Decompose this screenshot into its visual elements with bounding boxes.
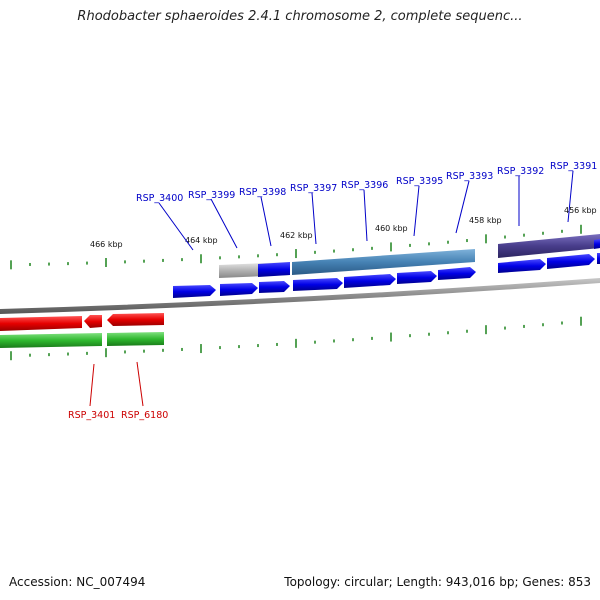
forward-feature-track (219, 234, 600, 278)
cds-arrow-reverse[interactable] (0, 316, 82, 331)
cds-arrow[interactable] (397, 271, 437, 284)
feature-bar-green[interactable] (0, 333, 102, 348)
scale-ticks-upper (10, 224, 582, 270)
gene-label-rsp-3399[interactable]: RSP_3399 (188, 190, 235, 201)
cds-rsp-3391-bar[interactable] (594, 239, 600, 249)
gene-label-rsp-3395[interactable]: RSP_3395 (396, 176, 443, 187)
cds-arrow[interactable] (293, 278, 343, 291)
cds-arrow[interactable] (498, 259, 546, 273)
reverse-gene-labels: RSP_3401 RSP_6180 (68, 410, 168, 421)
gene-label-rsp-3391[interactable]: RSP_3391 (550, 161, 597, 172)
map-title: Rhodobacter sphaeroides 2.4.1 chromosome… (77, 9, 523, 24)
reverse-cds-arrows (0, 313, 164, 331)
cds-arrow[interactable] (547, 254, 595, 269)
gene-label-rsp-3397[interactable]: RSP_3397 (290, 183, 337, 194)
accession-text: Accession: NC_007494 (9, 575, 146, 589)
forward-label-leaders (158, 170, 574, 251)
sequence-backbone (0, 278, 600, 314)
forward-gene-labels: RSP_3400 RSP_3399 RSP_3398 RSP_3397 RSP_… (136, 161, 597, 204)
scale-label-462: 462 kbp (280, 231, 313, 240)
forward-cds-arrows (173, 253, 600, 298)
gene-label-rsp-6180[interactable]: RSP_6180 (121, 410, 168, 421)
feature-bar-green[interactable] (107, 332, 164, 346)
cds-arrow[interactable] (173, 285, 216, 298)
gene-label-rsp-3401[interactable]: RSP_3401 (68, 410, 115, 421)
gene-label-rsp-3396[interactable]: RSP_3396 (341, 180, 388, 191)
scale-label-456: 456 kbp (564, 206, 597, 215)
genome-summary-text: Topology: circular; Length: 943,016 bp; … (284, 575, 591, 589)
feature-bar-slateblue[interactable] (498, 234, 600, 258)
scale-label-466: 466 kbp (90, 240, 123, 249)
gene-label-rsp-3400[interactable]: RSP_3400 (136, 193, 183, 204)
reverse-label-leaders (89, 361, 144, 407)
cds-arrow[interactable] (438, 267, 476, 280)
cds-arrow-reverse[interactable] (107, 313, 164, 326)
cds-arrow[interactable] (597, 253, 600, 264)
gene-label-rsp-3398[interactable]: RSP_3398 (239, 187, 286, 198)
cds-rsp-3398-bar[interactable] (258, 262, 290, 277)
scale-labels: 466 kbp 464 kbp 462 kbp 460 kbp 458 kbp … (90, 206, 597, 249)
scale-label-458: 458 kbp (469, 216, 502, 225)
scale-label-460: 460 kbp (375, 224, 408, 233)
feature-bar-steelblue[interactable] (292, 249, 475, 275)
gene-label-rsp-3392[interactable]: RSP_3392 (497, 166, 544, 177)
cds-arrow[interactable] (344, 274, 396, 288)
gene-label-rsp-3393[interactable]: RSP_3393 (446, 171, 493, 182)
cds-arrow[interactable] (220, 283, 258, 296)
cds-arrow-reverse[interactable] (84, 315, 102, 328)
scale-label-464: 464 kbp (185, 236, 218, 245)
reverse-feature-track (0, 332, 164, 348)
cds-arrow[interactable] (259, 281, 290, 293)
scale-ticks-lower (10, 316, 582, 361)
